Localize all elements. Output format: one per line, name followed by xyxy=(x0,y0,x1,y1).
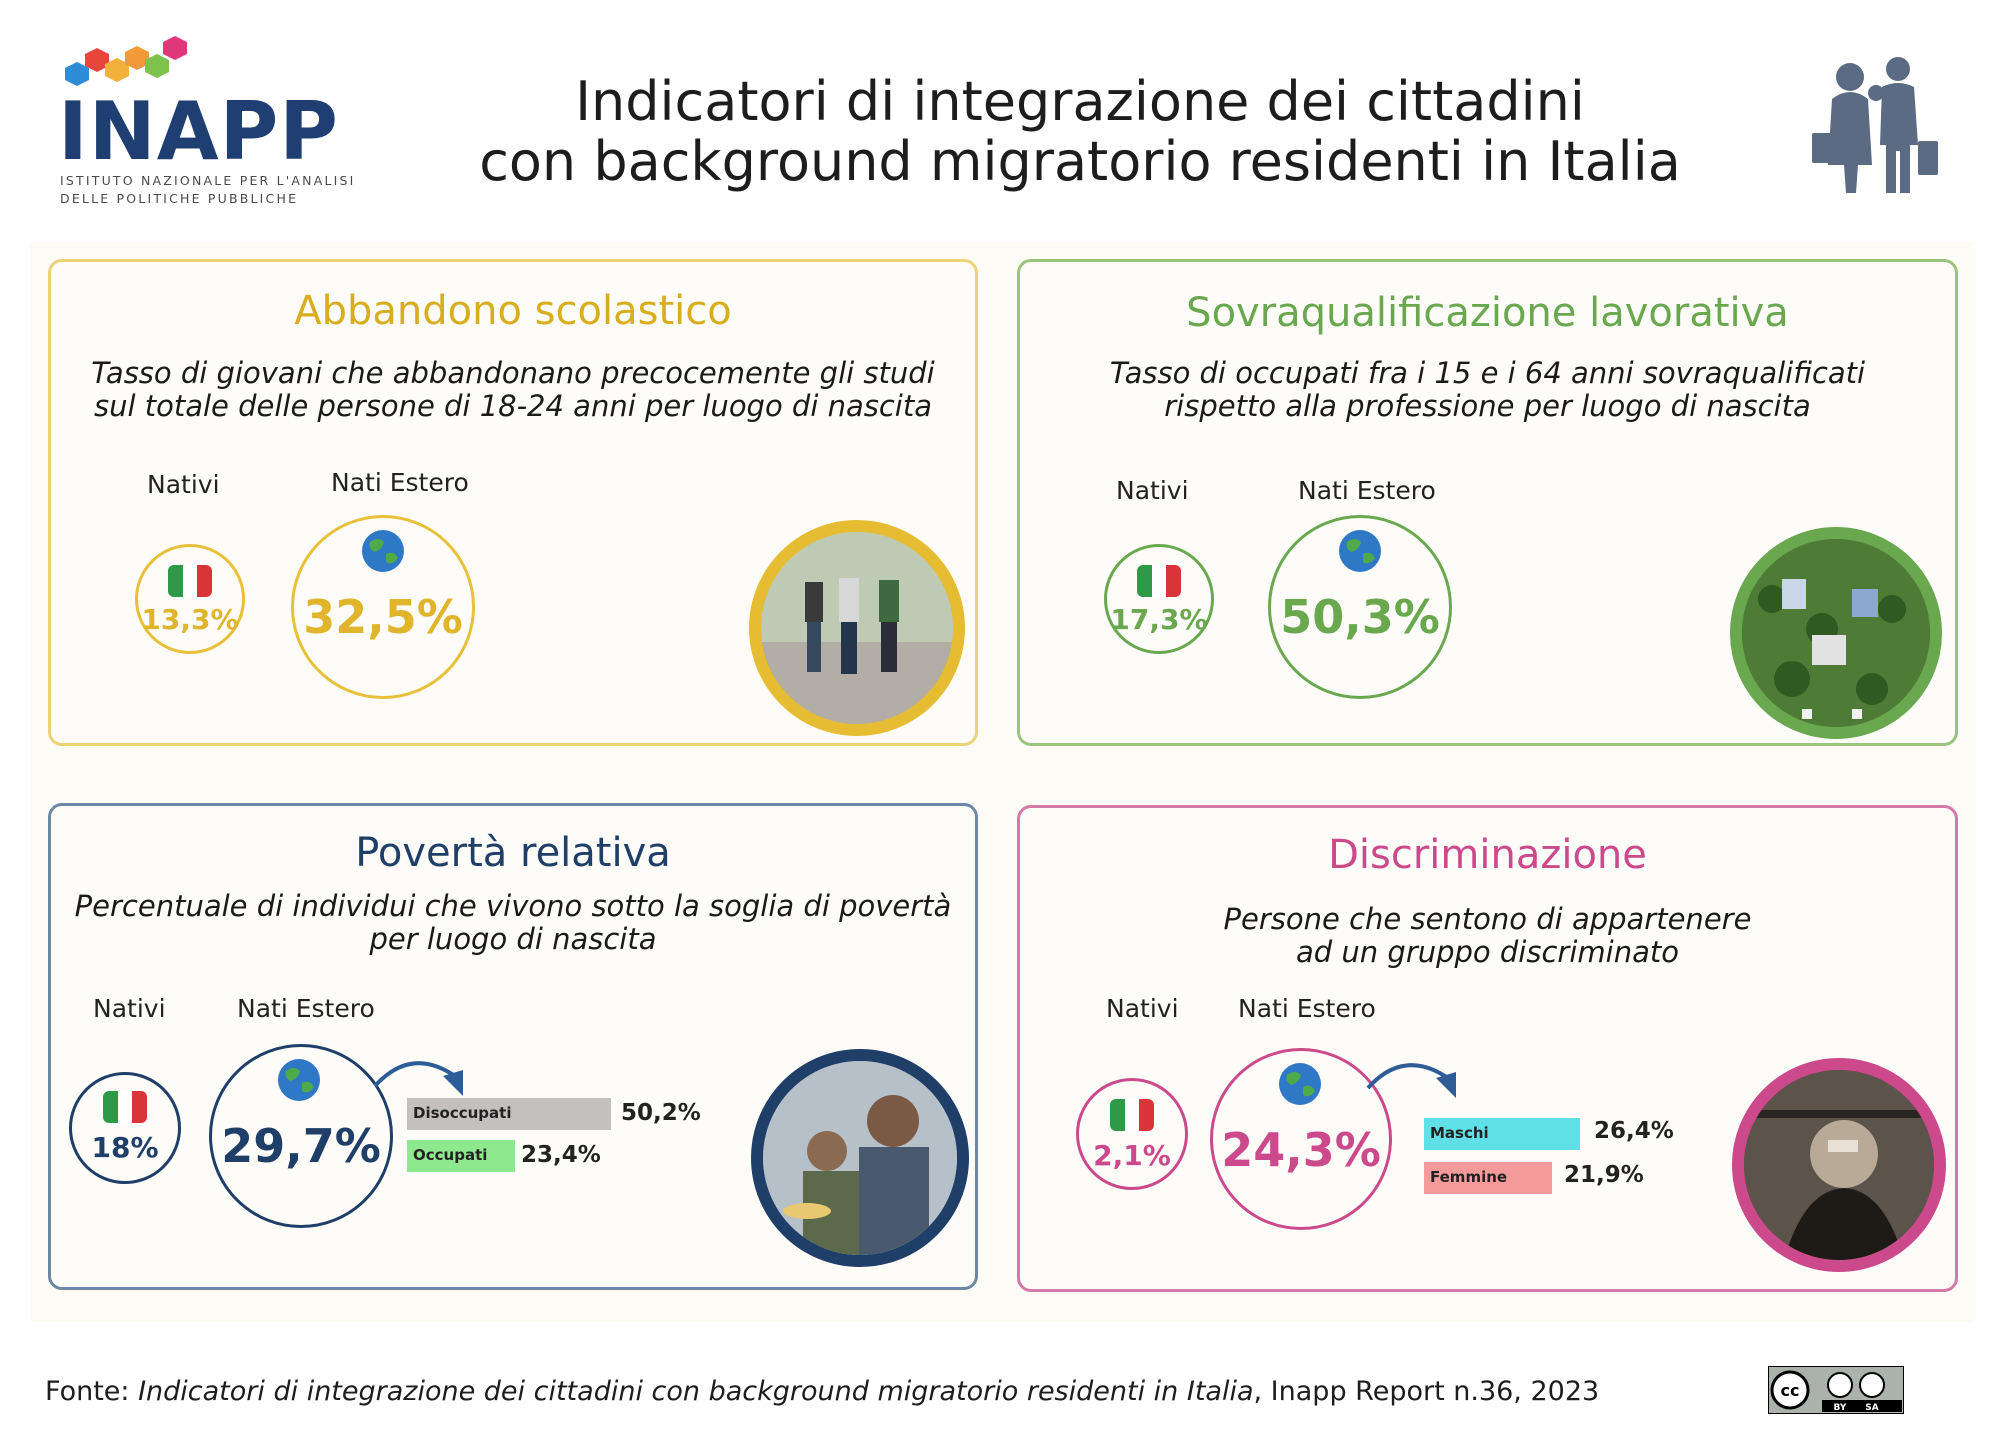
nativi-value: 17,3% xyxy=(1110,603,1208,636)
nati-estero-label: Nati Estero xyxy=(237,994,375,1023)
cc-by-sa-license-icon: cc BY SA xyxy=(1768,1366,1904,1414)
students-walking-photo xyxy=(749,520,965,736)
nativi-value: 18% xyxy=(91,1131,159,1164)
nati-estero-value: 50,3% xyxy=(1280,590,1440,644)
nati-estero-value: 29,7% xyxy=(221,1119,381,1173)
nativi-label: Nativi xyxy=(93,994,166,1023)
nati-estero-ring: 32,5% xyxy=(291,515,475,699)
card-abbandono-scolastico: Abbandono scolastico Tasso di giovani ch… xyxy=(48,259,978,746)
nati-estero-ring: 50,3% xyxy=(1268,515,1452,699)
card-subtitle: Percentuale di individui che vivono sott… xyxy=(74,889,952,956)
page-title: Indicatori di integrazione dei cittadini… xyxy=(479,70,1681,193)
card-title: Discriminazione xyxy=(1328,832,1647,878)
globe-icon xyxy=(1339,530,1381,572)
masked-man-photo xyxy=(1732,1058,1946,1272)
bar-disoccupati-value: 50,2% xyxy=(621,1100,701,1126)
card-poverta-relativa: Povertà relativa Percentuale di individu… xyxy=(48,803,978,1290)
italy-flag-icon xyxy=(168,565,212,597)
arrow-icon xyxy=(373,1061,463,1096)
nativi-label: Nativi xyxy=(1116,476,1189,505)
italy-flag-icon xyxy=(1110,1099,1154,1131)
bar-femmine: Femmine xyxy=(1424,1162,1552,1194)
nati-estero-value: 24,3% xyxy=(1221,1123,1381,1177)
source-title: Indicatori di integrazione dei cittadini… xyxy=(138,1376,1254,1407)
arrow-icon xyxy=(1366,1063,1456,1098)
nativi-ring: 18% xyxy=(69,1072,181,1184)
nati-estero-value: 32,5% xyxy=(303,590,463,644)
migrant-family-icon xyxy=(1812,57,1938,193)
globe-icon xyxy=(362,530,404,572)
nati-estero-label: Nati Estero xyxy=(1298,476,1436,505)
card-title: Povertà relativa xyxy=(355,830,671,876)
nativi-label: Nativi xyxy=(1106,994,1179,1023)
farm-workers-photo xyxy=(1730,527,1942,739)
nativi-ring: 13,3% xyxy=(135,544,245,654)
bar-occupati: Occupati xyxy=(407,1140,515,1172)
card-subtitle: Persone che sentono di appartenere ad un… xyxy=(1223,902,1752,969)
globe-icon xyxy=(1279,1063,1321,1105)
card-title: Sovraqualificazione lavorativa xyxy=(1186,290,1789,336)
bar-femmine-value: 21,9% xyxy=(1564,1162,1644,1188)
inapp-logo-subtitle: ISTITUTO NAZIONALE PER L'ANALISI DELLE P… xyxy=(60,173,356,206)
bar-occupati-value: 23,4% xyxy=(521,1142,601,1168)
svg-text:SA: SA xyxy=(1865,1403,1878,1413)
card-title: Abbandono scolastico xyxy=(294,288,732,334)
nati-estero-ring: 24,3% xyxy=(1210,1048,1392,1230)
nati-estero-label: Nati Estero xyxy=(331,468,469,497)
card-discriminazione: Discriminazione Persone che sentono di a… xyxy=(1017,805,1958,1292)
italy-flag-icon xyxy=(1137,565,1181,597)
students-eating-photo xyxy=(751,1049,969,1267)
inapp-logo-text: INAPP xyxy=(58,85,339,178)
globe-icon xyxy=(278,1059,320,1101)
svg-text:cc: cc xyxy=(1781,1381,1800,1400)
card-sovraqualificazione: Sovraqualificazione lavorativa Tasso di … xyxy=(1017,259,1958,746)
card-subtitle: Tasso di occupati fra i 15 e i 64 anni s… xyxy=(1109,356,1866,423)
svg-text:BY: BY xyxy=(1834,1403,1847,1413)
nativi-ring: 17,3% xyxy=(1104,544,1214,654)
nativi-value: 2,1% xyxy=(1093,1139,1171,1172)
nativi-ring: 2,1% xyxy=(1076,1078,1188,1190)
bar-maschi-value: 26,4% xyxy=(1594,1118,1674,1144)
nativi-value: 13,3% xyxy=(141,603,239,636)
italy-flag-icon xyxy=(103,1091,147,1123)
card-subtitle: Tasso di giovani che abbandonano precoce… xyxy=(91,356,935,423)
bar-disoccupati: Disoccupati xyxy=(407,1098,611,1130)
inapp-logo-cubes xyxy=(65,36,187,86)
nati-estero-ring: 29,7% xyxy=(209,1044,393,1228)
nativi-label: Nativi xyxy=(147,470,220,499)
bar-maschi: Maschi xyxy=(1424,1118,1580,1150)
nati-estero-label: Nati Estero xyxy=(1238,994,1376,1023)
source-footer: Fonte: Indicatori di integrazione dei ci… xyxy=(45,1376,1600,1407)
